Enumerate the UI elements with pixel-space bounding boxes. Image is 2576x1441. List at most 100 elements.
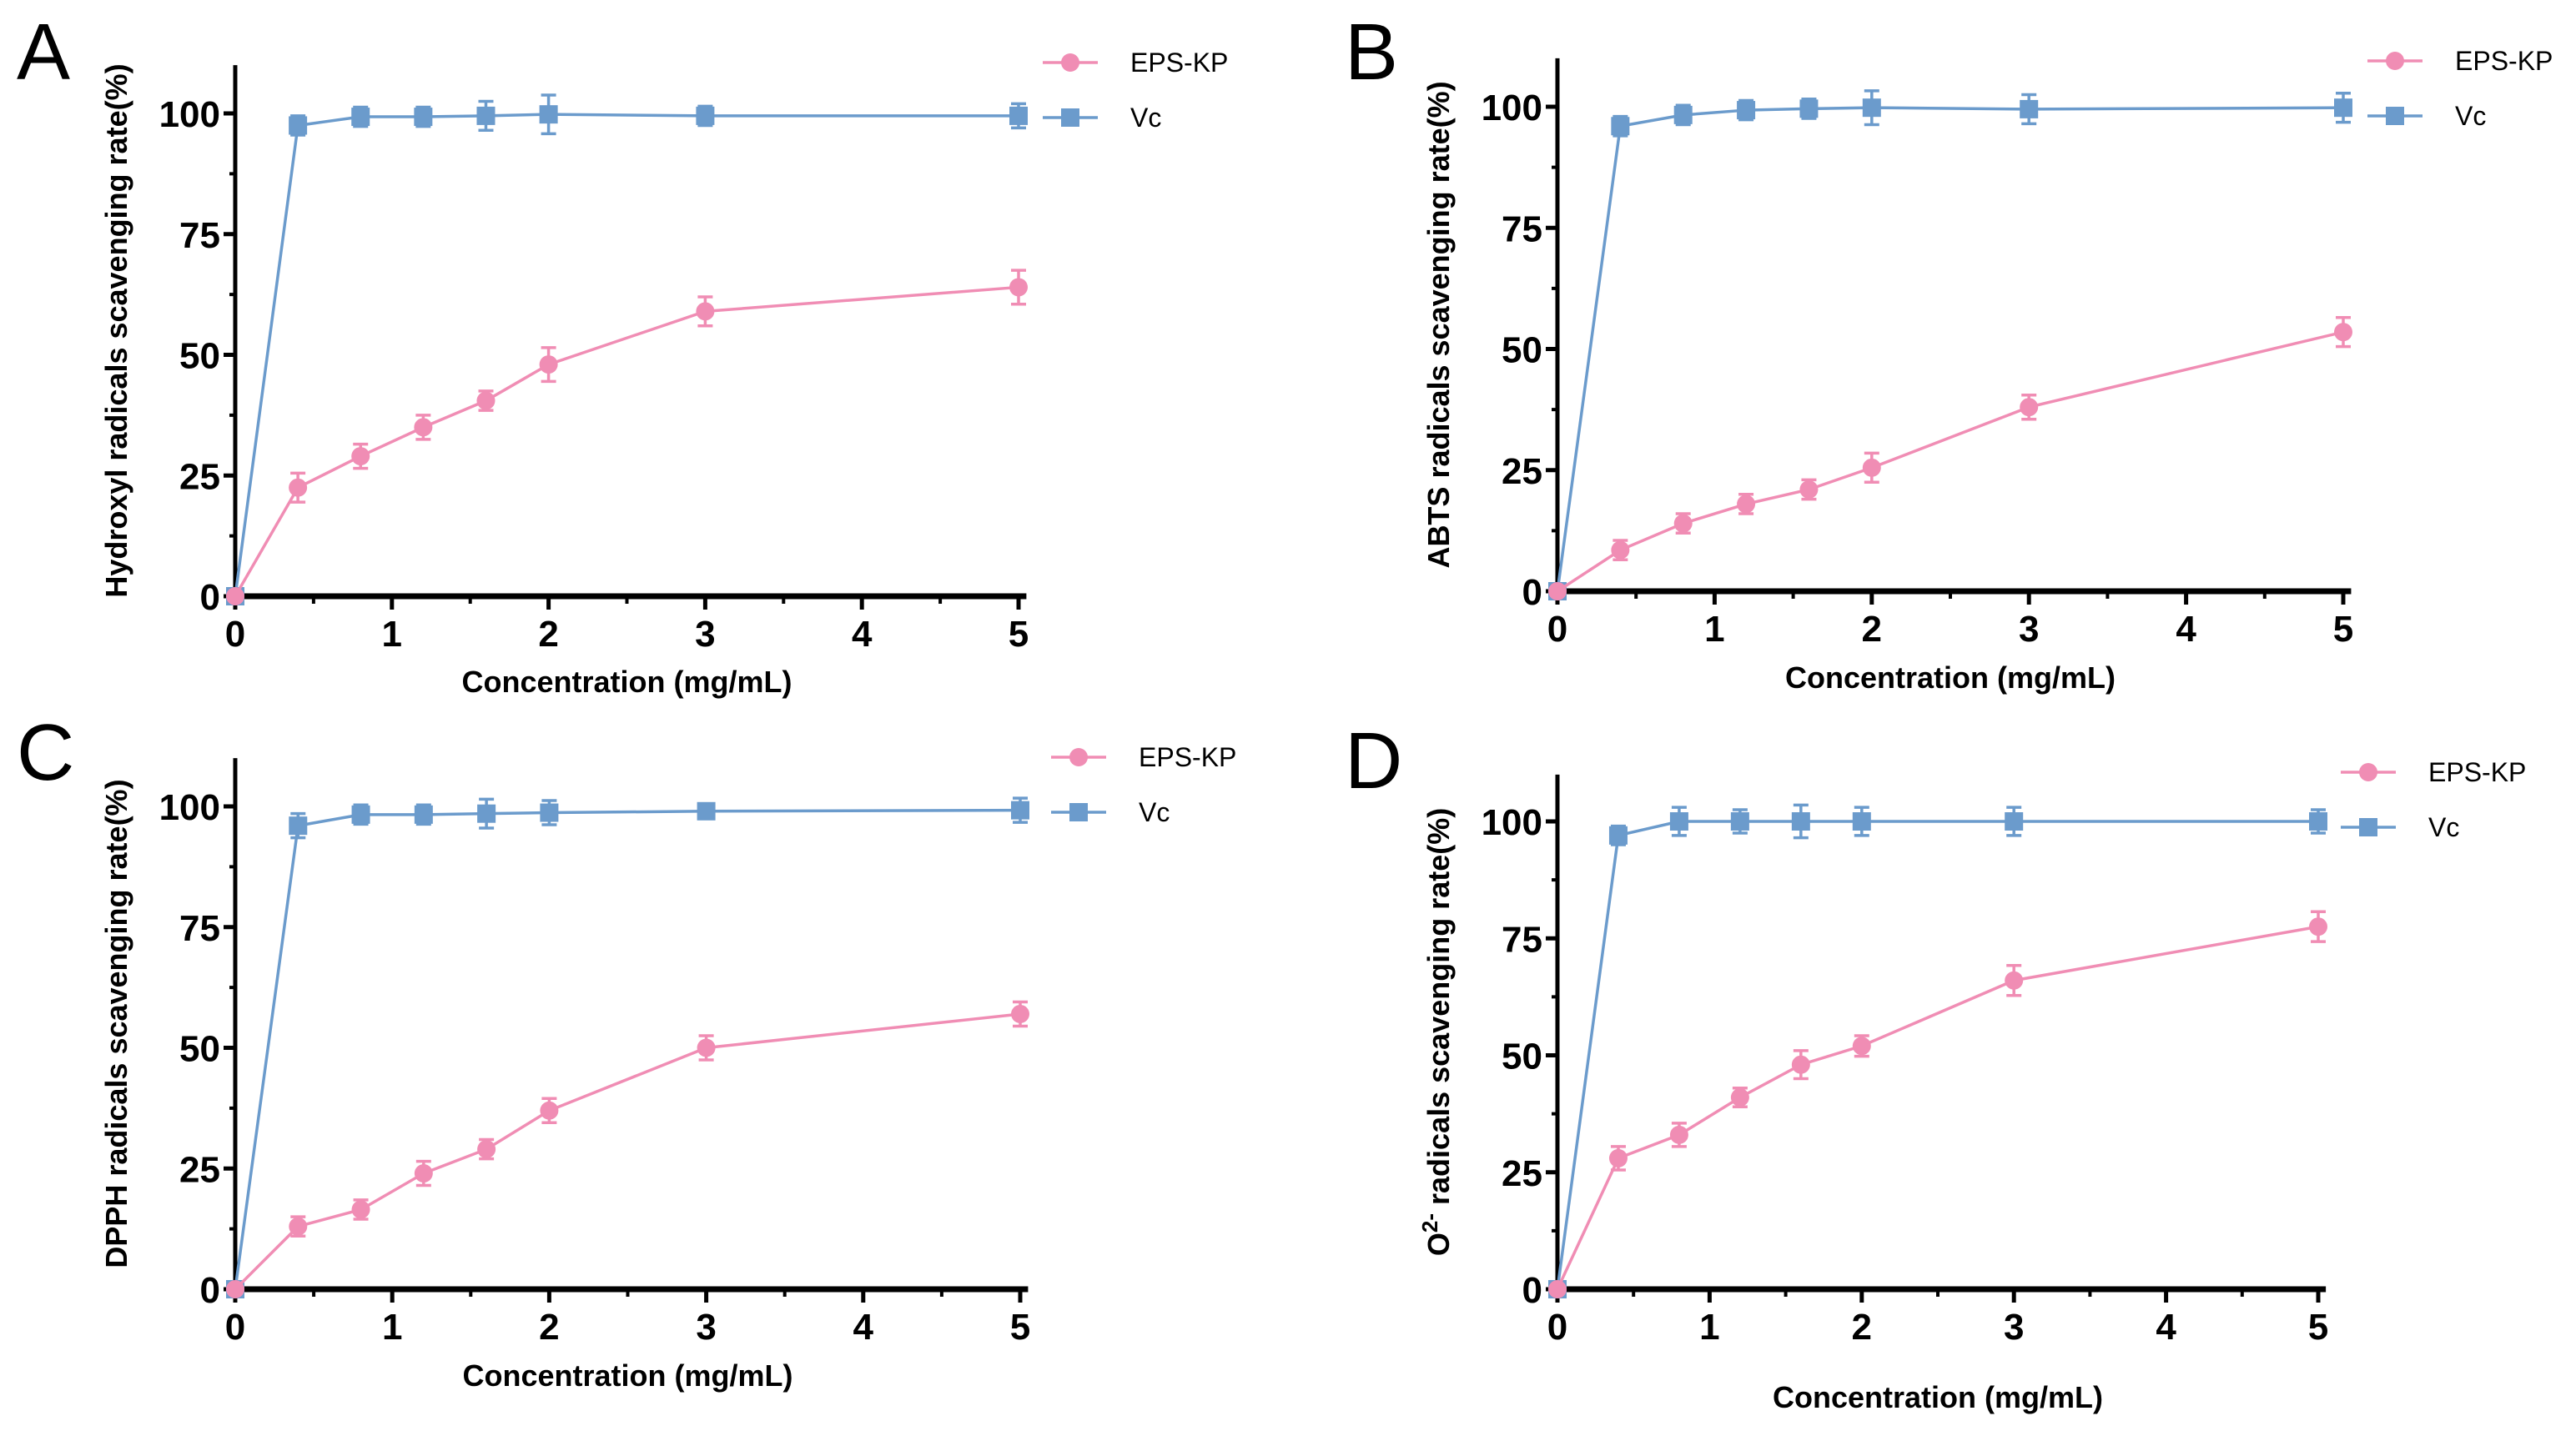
legend-label: EPS-KP (1139, 742, 1236, 772)
y-tick-label: 50 (179, 336, 220, 377)
x-tick-label: 0 (1547, 609, 1567, 650)
legend-marker (2359, 763, 2377, 781)
legend-label: EPS-KP (1130, 48, 1228, 78)
data-point (696, 106, 715, 125)
data-point (1673, 514, 1693, 533)
x-tick-label: 1 (1699, 1307, 1719, 1348)
y-tick-label: 75 (179, 908, 220, 949)
x-axis-label: Concentration (mg/mL) (1773, 1380, 2103, 1414)
data-point (697, 1038, 716, 1057)
y-axis-label: DPPH radicals scavenging rate(%) (99, 779, 133, 1268)
x-tick-label: 0 (225, 614, 245, 655)
data-point (1011, 1004, 1029, 1023)
data-point (1548, 582, 1567, 600)
y-tick-label: 50 (179, 1029, 220, 1070)
y-tick-label: 75 (1502, 919, 1542, 960)
data-point (476, 391, 496, 410)
data-point (2005, 971, 2024, 990)
series-line (1556, 820, 2318, 1290)
data-point (540, 1101, 559, 1120)
x-tick-label: 0 (1547, 1307, 1567, 1348)
y-tick-label: 100 (1482, 88, 1542, 128)
data-point (1009, 106, 1028, 125)
x-tick-label: 4 (2156, 1307, 2176, 1348)
legend-marker (2386, 107, 2404, 125)
series-line (234, 285, 1019, 597)
data-point (2020, 99, 2039, 118)
data-point (289, 116, 308, 135)
y-tick-label: 100 (1482, 802, 1542, 843)
legend-item-vc: Vc (2341, 812, 2459, 842)
legend-marker (2386, 52, 2404, 70)
series-line (1556, 106, 2344, 592)
data-point (1611, 117, 1630, 136)
panel-a: A 0 25 50 75 100 0 1 2 3 4 5 Concentration (mg/mL) Hy… (17, 8, 1228, 699)
series-line (1556, 925, 2319, 1290)
x-tick-label: 1 (382, 614, 402, 655)
x-tick-label: 1 (382, 1307, 402, 1348)
x-tick-label: 5 (2308, 1307, 2328, 1348)
series-line (234, 808, 1021, 1290)
data-point (2309, 812, 2327, 831)
x-tick-label: 3 (2004, 1307, 2024, 1348)
data-point (1862, 458, 1881, 477)
legend-marker (1061, 53, 1079, 72)
series-line (234, 113, 1019, 597)
data-point (289, 816, 308, 836)
panel-c: C 0 25 50 75 100 0 1 2 3 4 5 Concentration (mg/mL) DP… (17, 708, 1236, 1393)
data-point (540, 803, 559, 822)
data-point (477, 1140, 496, 1159)
x-tick-label: 2 (538, 614, 558, 655)
data-point (1548, 1280, 1567, 1298)
data-point (2309, 917, 2327, 936)
legend-label: Vc (2455, 101, 2486, 131)
x-tick-label: 2 (1852, 1307, 1872, 1348)
series-line (234, 1012, 1021, 1291)
data-point (1669, 812, 1688, 831)
x-tick-label: 5 (1009, 614, 1029, 655)
x-tick-label: 5 (1010, 1307, 1030, 1348)
data-point (289, 1217, 308, 1236)
data-point (1852, 1037, 1871, 1056)
y-axis-label: O2- radicals scavenging rate(%) (1417, 808, 1456, 1256)
data-point (414, 418, 433, 437)
panel-letter: D (1345, 716, 1402, 806)
x-axis-label: Concentration (mg/mL) (462, 665, 792, 699)
x-tick-label: 2 (1862, 609, 1882, 650)
x-axis-label: Concentration (mg/mL) (463, 1358, 793, 1393)
data-point (1669, 1125, 1688, 1144)
data-point (1730, 812, 1749, 831)
y-axis-label: ABTS radicals scavenging rate(%) (1421, 81, 1456, 568)
data-point (539, 355, 558, 374)
legend-label: Vc (1130, 103, 1161, 133)
y-tick-label: 25 (1502, 1153, 1542, 1194)
data-point (414, 805, 433, 824)
data-point (1862, 98, 1881, 118)
y-tick-label: 50 (1502, 1037, 1542, 1077)
data-point (351, 805, 370, 824)
series-vc (1548, 803, 2327, 1298)
legend-label: Vc (1139, 797, 1170, 827)
legend-item-vc: Vc (1051, 797, 1170, 827)
data-point (226, 1280, 244, 1298)
series-eps-kp (226, 269, 1028, 605)
y-tick-label: 100 (159, 787, 220, 828)
x-tick-label: 2 (539, 1307, 559, 1348)
x-tick-label: 4 (852, 614, 873, 655)
panel-d: D 0 25 50 75 100 0 1 2 3 4 5 Concentration (mg/mL) O2… (1345, 716, 2526, 1414)
x-axis-label: Concentration (mg/mL) (1785, 660, 2116, 695)
y-tick-label: 0 (1522, 572, 1542, 613)
legend-item-eps-kp: EPS-KP (2367, 46, 2553, 76)
data-point (697, 801, 716, 821)
data-point (1852, 812, 1871, 831)
legend-marker (1069, 803, 1088, 821)
y-tick-label: 75 (1502, 208, 1542, 249)
legend-label: Vc (2428, 812, 2459, 842)
legend-item-eps-kp: EPS-KP (1051, 742, 1236, 772)
y-tick-label: 50 (1502, 330, 1542, 371)
legend-marker (1069, 748, 1088, 766)
legend-marker (2359, 818, 2377, 836)
x-tick-label: 5 (2333, 609, 2353, 650)
legend-item-eps-kp: EPS-KP (2341, 757, 2526, 787)
legend-item-vc: Vc (1043, 103, 1161, 133)
